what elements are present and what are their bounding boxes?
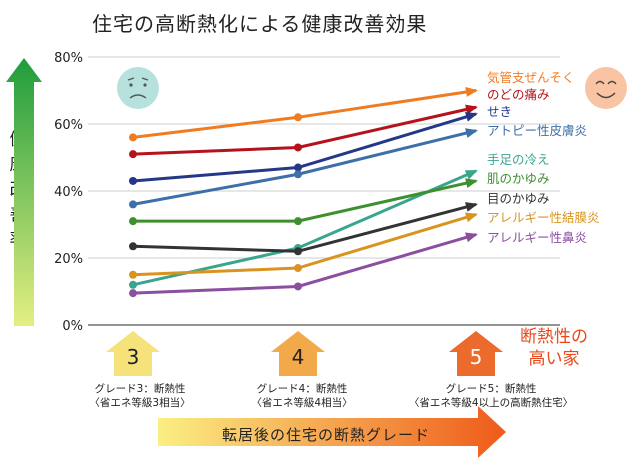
data-point-arrowhead bbox=[464, 170, 478, 180]
y-tick-label: 60% bbox=[54, 118, 83, 133]
best-house-label: 断熱性の 高い家 bbox=[520, 326, 588, 370]
data-point bbox=[294, 163, 302, 172]
data-point-arrowhead bbox=[464, 212, 478, 223]
y-tick-label: 80% bbox=[54, 51, 83, 66]
grade-house-icon bbox=[449, 331, 503, 376]
series-line bbox=[132, 233, 477, 295]
data-point bbox=[294, 170, 302, 179]
data-point bbox=[294, 143, 302, 152]
legend-entry: アレルギー性結膜炎 bbox=[487, 210, 600, 225]
data-point bbox=[129, 270, 137, 279]
y-tick-label: 40% bbox=[54, 185, 83, 200]
data-point bbox=[294, 217, 302, 226]
data-point bbox=[294, 264, 302, 273]
legend-entry: のどの痛み bbox=[487, 87, 550, 102]
y-tick-label: 0% bbox=[62, 319, 83, 334]
data-point bbox=[294, 113, 302, 122]
grade-number: 4 bbox=[292, 345, 305, 369]
grade-4-line2: 〈省エネ等級4相当〉 bbox=[251, 397, 353, 409]
series-line bbox=[133, 179, 477, 223]
legend-entry: 気管支ぜんそく bbox=[487, 70, 575, 85]
grade-house-icon bbox=[106, 331, 160, 376]
best-label-line2: 高い家 bbox=[528, 349, 580, 369]
chart-title: 住宅の高断熱化による健康改善効果 bbox=[92, 12, 428, 36]
grade-number: 3 bbox=[127, 345, 140, 369]
data-point bbox=[294, 282, 302, 291]
x-axis-label: 転居後の住宅の断熱グレード bbox=[222, 426, 431, 444]
grade-5-line2: 〈省エネ等級4以上の高断熱住宅〉 bbox=[408, 397, 574, 409]
data-point bbox=[294, 247, 302, 256]
legend-entry: 肌のかゆみ bbox=[487, 171, 550, 186]
legend-entry: アトピー性皮膚炎 bbox=[487, 123, 587, 138]
grade-house-icon bbox=[271, 331, 325, 376]
data-point-arrowhead bbox=[465, 128, 478, 138]
data-point bbox=[129, 200, 137, 209]
data-point-arrowhead bbox=[464, 112, 478, 122]
data-point bbox=[129, 176, 137, 185]
data-point bbox=[129, 217, 137, 226]
grade-5-label: グレード5：断熱性 〈省エネ等級4以上の高断熱住宅〉 bbox=[396, 382, 586, 410]
vertical-arrow bbox=[6, 58, 42, 326]
data-point bbox=[129, 280, 137, 289]
grade-4-label: グレード4：断熱性 〈省エネ等級4相当〉 bbox=[242, 382, 362, 410]
series-line bbox=[132, 169, 477, 287]
horizontal-arrow bbox=[158, 406, 506, 458]
grade-5-line1: グレード5：断熱性 bbox=[445, 383, 537, 395]
data-point bbox=[129, 150, 137, 159]
best-label-line1: 断熱性の bbox=[520, 327, 588, 347]
data-point bbox=[129, 133, 137, 142]
data-point-arrowhead bbox=[465, 178, 478, 189]
legend-entry: 手足の冷え bbox=[487, 152, 550, 167]
grade-4-line1: グレード4：断熱性 bbox=[256, 383, 348, 395]
data-point bbox=[129, 242, 137, 251]
data-point-arrowhead bbox=[464, 232, 478, 243]
grade-3-line2: 〈省エネ等級3相当〉 bbox=[89, 397, 191, 409]
happy-face-icon bbox=[585, 67, 627, 109]
y-tick-label: 20% bbox=[54, 252, 83, 267]
legend-entry: せき bbox=[487, 104, 512, 119]
data-point-arrowhead bbox=[465, 87, 478, 97]
grade-number: 5 bbox=[470, 345, 483, 369]
sad-face-icon bbox=[117, 67, 159, 109]
grade-3-line1: グレード3：断熱性 bbox=[94, 383, 186, 395]
data-point bbox=[129, 289, 137, 298]
data-point-arrowhead bbox=[465, 202, 478, 212]
legend-entry: アレルギー性鼻炎 bbox=[487, 230, 587, 245]
data-point-arrowhead bbox=[465, 104, 478, 115]
legend-entry: 目のかゆみ bbox=[487, 191, 550, 206]
grade-3-label: グレード3：断熱性 〈省エネ等級3相当〉 bbox=[80, 382, 200, 410]
